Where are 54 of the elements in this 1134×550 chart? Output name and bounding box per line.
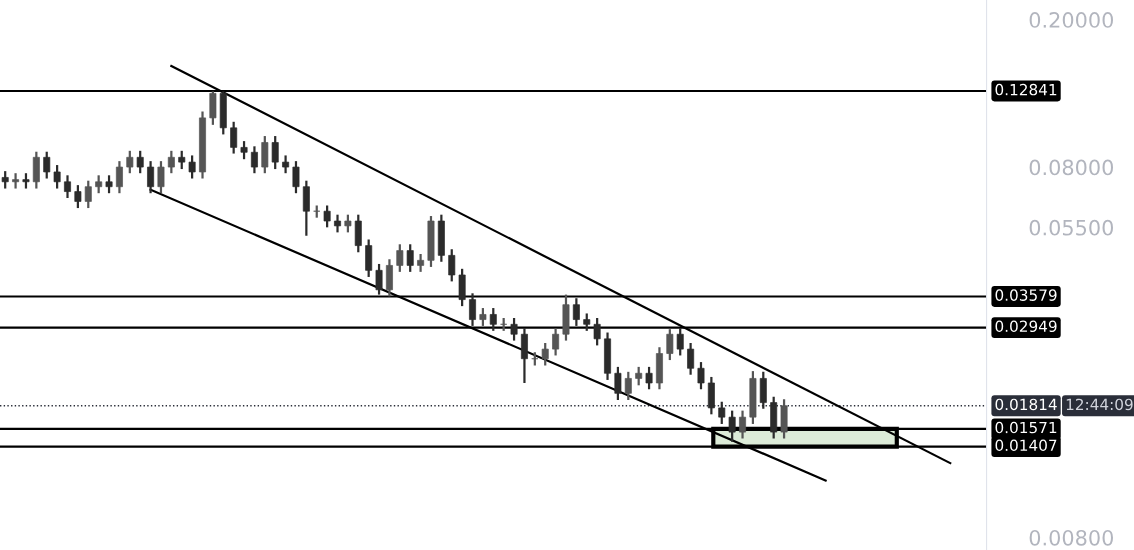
candlestick [53,163,61,190]
candlestick [396,243,404,273]
candlestick [541,341,549,367]
candlestick [510,316,518,342]
candlestick [271,134,279,171]
ref-line-label: 0.03579 [995,289,1057,301]
ref-line-label: 0.01571 [995,421,1057,434]
candlestick [178,149,186,171]
candlestick [728,409,736,443]
candlestick [167,149,175,175]
candlestick [593,316,601,347]
candlestick [718,400,726,426]
candlestick [448,248,456,283]
ref-line-label: 0.02949 [995,320,1057,333]
candlestick [126,149,134,175]
candlestick [666,328,674,362]
candlestick [572,297,580,328]
candlestick [115,160,123,195]
candlestick [375,262,383,296]
candlestick [552,326,560,357]
candlestick [157,160,165,195]
candlestick [74,184,82,210]
candlestick [489,306,497,332]
candlestick [624,370,632,402]
candlestick [469,292,476,328]
candlestick [136,149,144,175]
candlestick [188,154,196,180]
candlestick [697,360,705,391]
candlestick [676,326,684,357]
candlestick [739,409,746,440]
y-tick-label: 0.08000 [1029,159,1114,176]
candlestick [614,365,622,402]
y-tick-label: 0.00800 [1029,529,1114,546]
text: 12:44:09 [1066,398,1133,411]
candlestick [292,160,300,195]
candlestick [687,341,695,376]
candlestick [84,179,92,210]
candlestick [406,243,414,273]
candlestick [645,365,653,391]
candlestick [417,252,425,273]
candlestick [64,174,71,200]
candlestick [12,172,20,190]
candlestick [323,204,331,229]
ref-line-label: 0.12841 [995,83,1057,96]
candlestick [635,365,643,387]
candlestick [250,145,258,175]
y-tick-label: 0.20000 [1029,12,1114,28]
candlestick [240,140,248,161]
candlestick [43,150,51,180]
ref-line-label: 0.01407 [995,439,1057,452]
candlestick [147,160,155,195]
candlestick [230,120,238,155]
y-tick-label: 0.05500 [1029,219,1114,236]
ref-line-label: 0.01814 [995,398,1057,411]
